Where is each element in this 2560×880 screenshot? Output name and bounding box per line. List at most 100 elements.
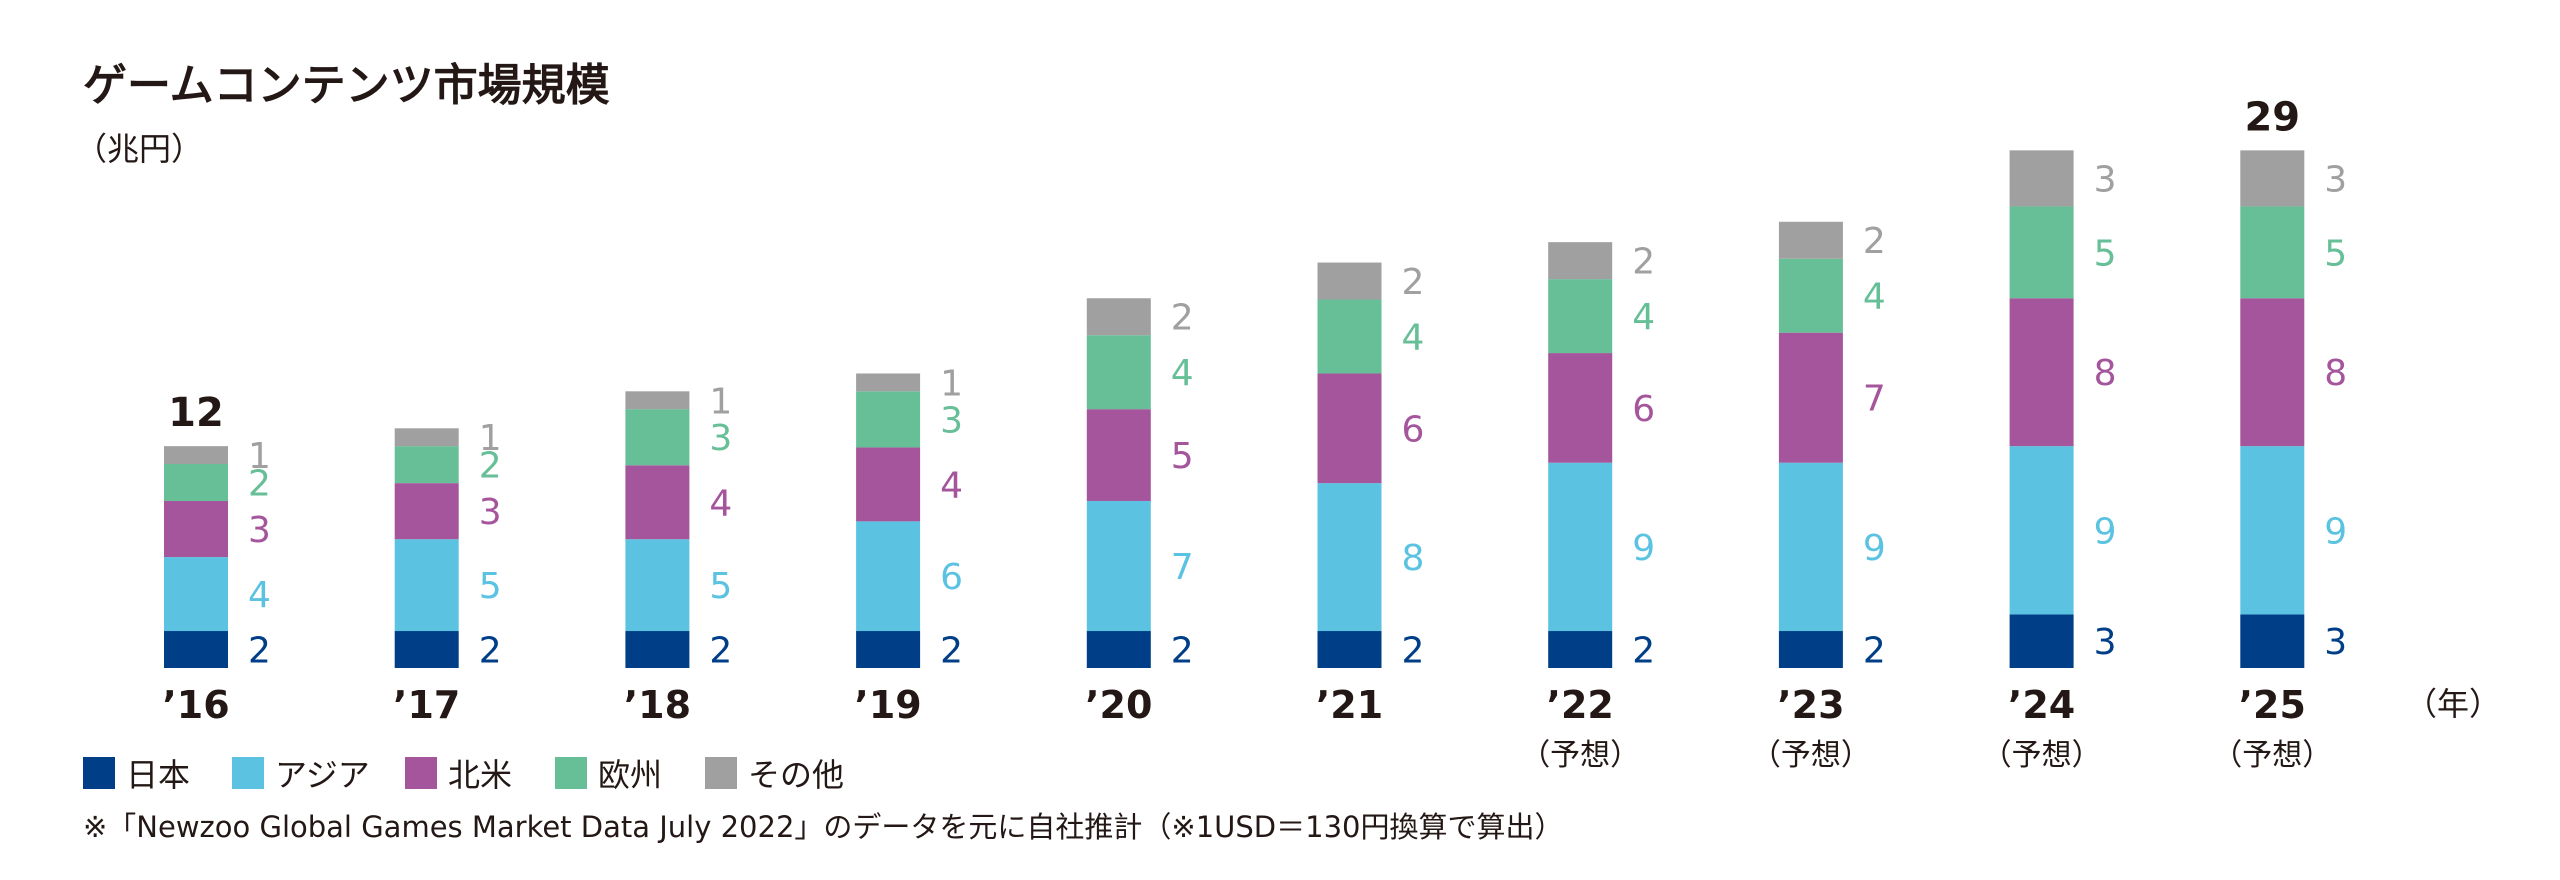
segment-value-label-7-2: 7 [1863, 379, 1886, 420]
forecast-label-9: （予想） [2212, 738, 2332, 773]
y-unit-label: （兆円） [75, 130, 203, 168]
bar-segment-3-4 [856, 373, 921, 392]
bar-segment-4-0 [1086, 631, 1151, 668]
segment-value-label-6-0: 2 [1632, 631, 1655, 672]
segment-value-label-3-1: 6 [940, 557, 963, 598]
segment-value-label-1-2: 3 [479, 492, 502, 533]
bar-segment-7-1 [1778, 462, 1843, 632]
x-unit-label: （年） [2405, 685, 2501, 723]
segment-value-label-7-3: 4 [1863, 277, 1886, 318]
bar-segment-6-3 [1548, 279, 1613, 354]
segment-value-label-6-2: 6 [1632, 389, 1655, 430]
bar-segment-8-3 [2009, 206, 2074, 299]
legend-swatch-0 [83, 757, 115, 789]
bar-stacks: 24321’161225321’1725431’1826431’1927542’… [162, 94, 2347, 773]
segment-value-label-8-1: 9 [2094, 511, 2117, 552]
segment-value-label-9-0: 3 [2324, 622, 2347, 663]
forecast-label-6: （予想） [1520, 738, 1640, 773]
segment-value-label-4-1: 7 [1171, 547, 1194, 588]
total-label-0: 12 [168, 390, 224, 436]
bar-segment-6-2 [1548, 353, 1613, 463]
bar-segment-7-0 [1778, 631, 1843, 668]
bar-segment-5-3 [1317, 299, 1382, 374]
segment-value-label-9-3: 5 [2324, 233, 2347, 274]
legend-swatch-2 [405, 757, 437, 789]
bar-segment-1-1 [394, 539, 459, 632]
legend-label-3: 欧州 [598, 756, 662, 794]
segment-value-label-0-1: 4 [248, 575, 271, 616]
bar-segment-0-3 [164, 464, 228, 501]
bar-segment-9-2 [2240, 298, 2305, 447]
bar-segment-2-4 [625, 391, 690, 410]
legend-label-0: 日本 [126, 756, 190, 794]
segment-value-label-5-4: 2 [1402, 262, 1425, 303]
bar-segment-2-1 [625, 539, 690, 632]
segment-value-label-0-4: 1 [248, 436, 271, 477]
x-tick-label-9: ’25 [2239, 683, 2306, 727]
segment-value-label-6-1: 9 [1632, 528, 1655, 569]
legend-label-1: アジア [275, 756, 370, 794]
x-tick-label-4: ’20 [1085, 683, 1152, 727]
bar-segment-8-4 [2009, 150, 2074, 207]
bar-segment-1-3 [394, 446, 459, 484]
bar-segment-1-2 [394, 483, 459, 540]
bar-segment-8-2 [2009, 298, 2074, 447]
segment-value-label-3-3: 3 [940, 400, 963, 441]
bar-segment-0-1 [164, 557, 228, 632]
bar-segment-6-0 [1548, 631, 1613, 668]
bar-segment-9-0 [2240, 614, 2305, 668]
x-tick-label-0: ’16 [162, 683, 229, 727]
segment-value-label-5-3: 4 [1402, 318, 1425, 359]
segment-value-label-8-2: 8 [2094, 353, 2117, 394]
forecast-label-7: （予想） [1751, 738, 1871, 773]
bar-segment-1-0 [394, 631, 459, 668]
segment-value-label-3-0: 2 [940, 631, 963, 672]
bar-segment-5-4 [1317, 262, 1382, 300]
bar-segment-7-3 [1778, 258, 1843, 333]
legend-swatch-4 [705, 757, 737, 789]
segment-value-label-1-3: 2 [479, 446, 502, 487]
bar-segment-9-3 [2240, 206, 2305, 299]
segment-value-label-0-0: 2 [248, 631, 271, 672]
x-tick-label-8: ’24 [2008, 683, 2075, 727]
bar-segment-2-2 [625, 465, 690, 540]
source-note: ※「Newzoo Global Games Market Data July 2… [83, 810, 1563, 844]
segment-value-label-4-4: 2 [1171, 298, 1194, 339]
bar-segment-3-2 [856, 447, 921, 522]
segment-value-label-7-4: 2 [1863, 221, 1886, 262]
segment-value-label-9-2: 8 [2324, 353, 2347, 394]
segment-value-label-8-0: 3 [2094, 622, 2117, 663]
segment-value-label-0-3: 2 [248, 463, 271, 504]
bar-segment-1-4 [394, 428, 459, 447]
bar-segment-0-4 [164, 446, 228, 464]
bar-segment-7-4 [1778, 221, 1843, 259]
bar-segment-8-1 [2009, 446, 2074, 615]
segment-value-label-6-3: 4 [1632, 297, 1655, 338]
bar-segment-5-2 [1317, 373, 1382, 484]
segment-value-label-5-0: 2 [1402, 631, 1425, 672]
segment-value-label-0-2: 3 [248, 510, 271, 551]
x-tick-label-5: ’21 [1316, 683, 1383, 727]
bar-segment-4-1 [1086, 500, 1151, 632]
bar-segment-4-3 [1086, 335, 1151, 410]
segment-value-label-2-3: 3 [709, 418, 732, 459]
segment-value-label-2-0: 2 [709, 631, 732, 672]
bar-segment-5-0 [1317, 631, 1382, 668]
chart-title: ゲームコンテンツ市場規模 [83, 60, 610, 111]
segment-value-label-9-1: 9 [2324, 511, 2347, 552]
bar-segment-5-1 [1317, 483, 1382, 632]
segment-value-label-7-1: 9 [1863, 528, 1886, 569]
forecast-label-8: （予想） [1982, 738, 2102, 773]
segment-value-label-6-4: 2 [1632, 242, 1655, 283]
segment-value-label-1-0: 2 [479, 631, 502, 672]
legend: 日本 アジア 北米 欧州 その他 [83, 756, 844, 794]
bar-segment-3-3 [856, 391, 921, 448]
segment-value-label-5-1: 8 [1402, 538, 1425, 579]
segment-value-label-8-4: 3 [2094, 159, 2117, 200]
segment-value-label-4-3: 4 [1171, 353, 1194, 394]
segment-value-label-3-2: 4 [940, 465, 963, 506]
bar-segment-3-0 [856, 631, 921, 668]
x-tick-label-2: ’18 [624, 683, 691, 727]
bar-segment-0-2 [164, 500, 228, 558]
